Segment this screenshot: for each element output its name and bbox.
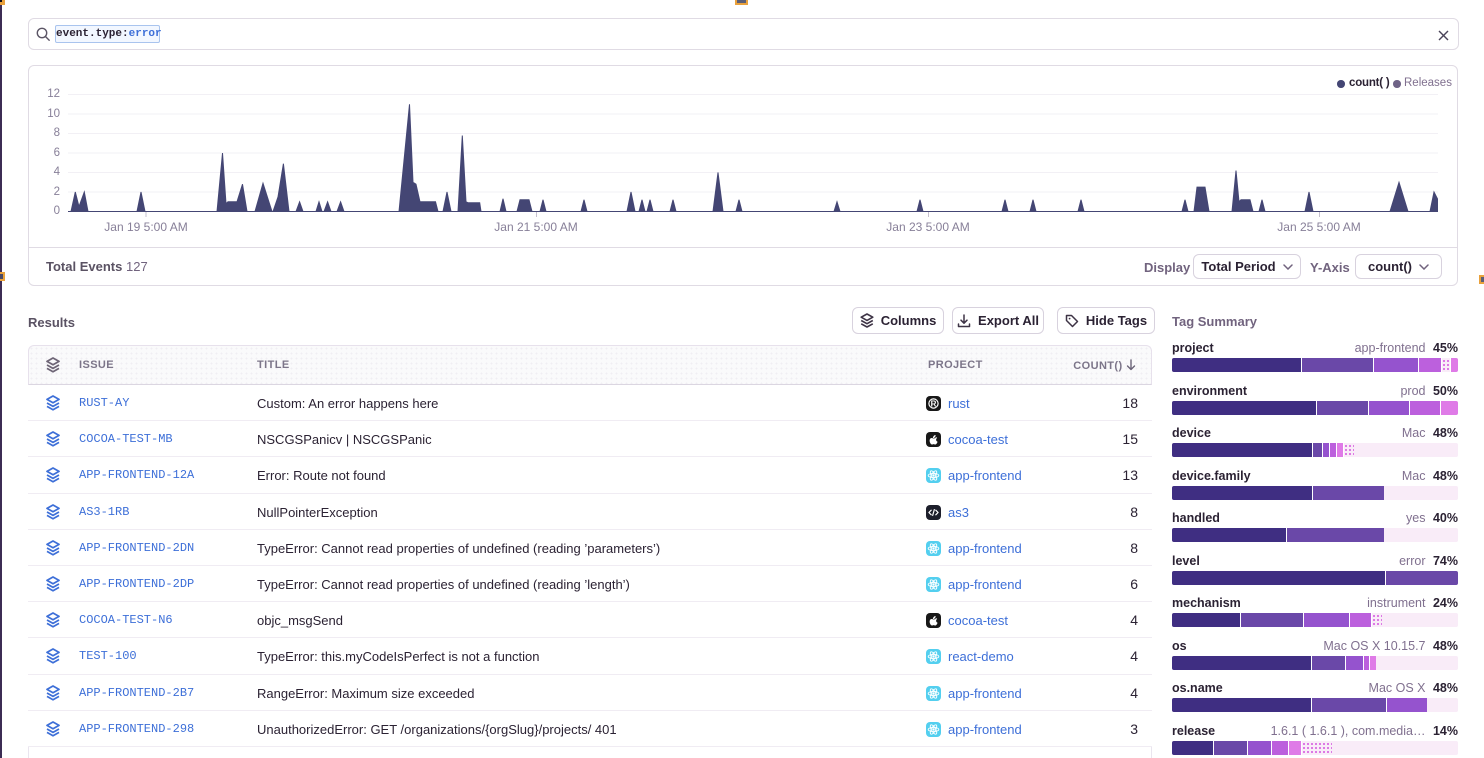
svg-text:R: R xyxy=(931,399,937,408)
